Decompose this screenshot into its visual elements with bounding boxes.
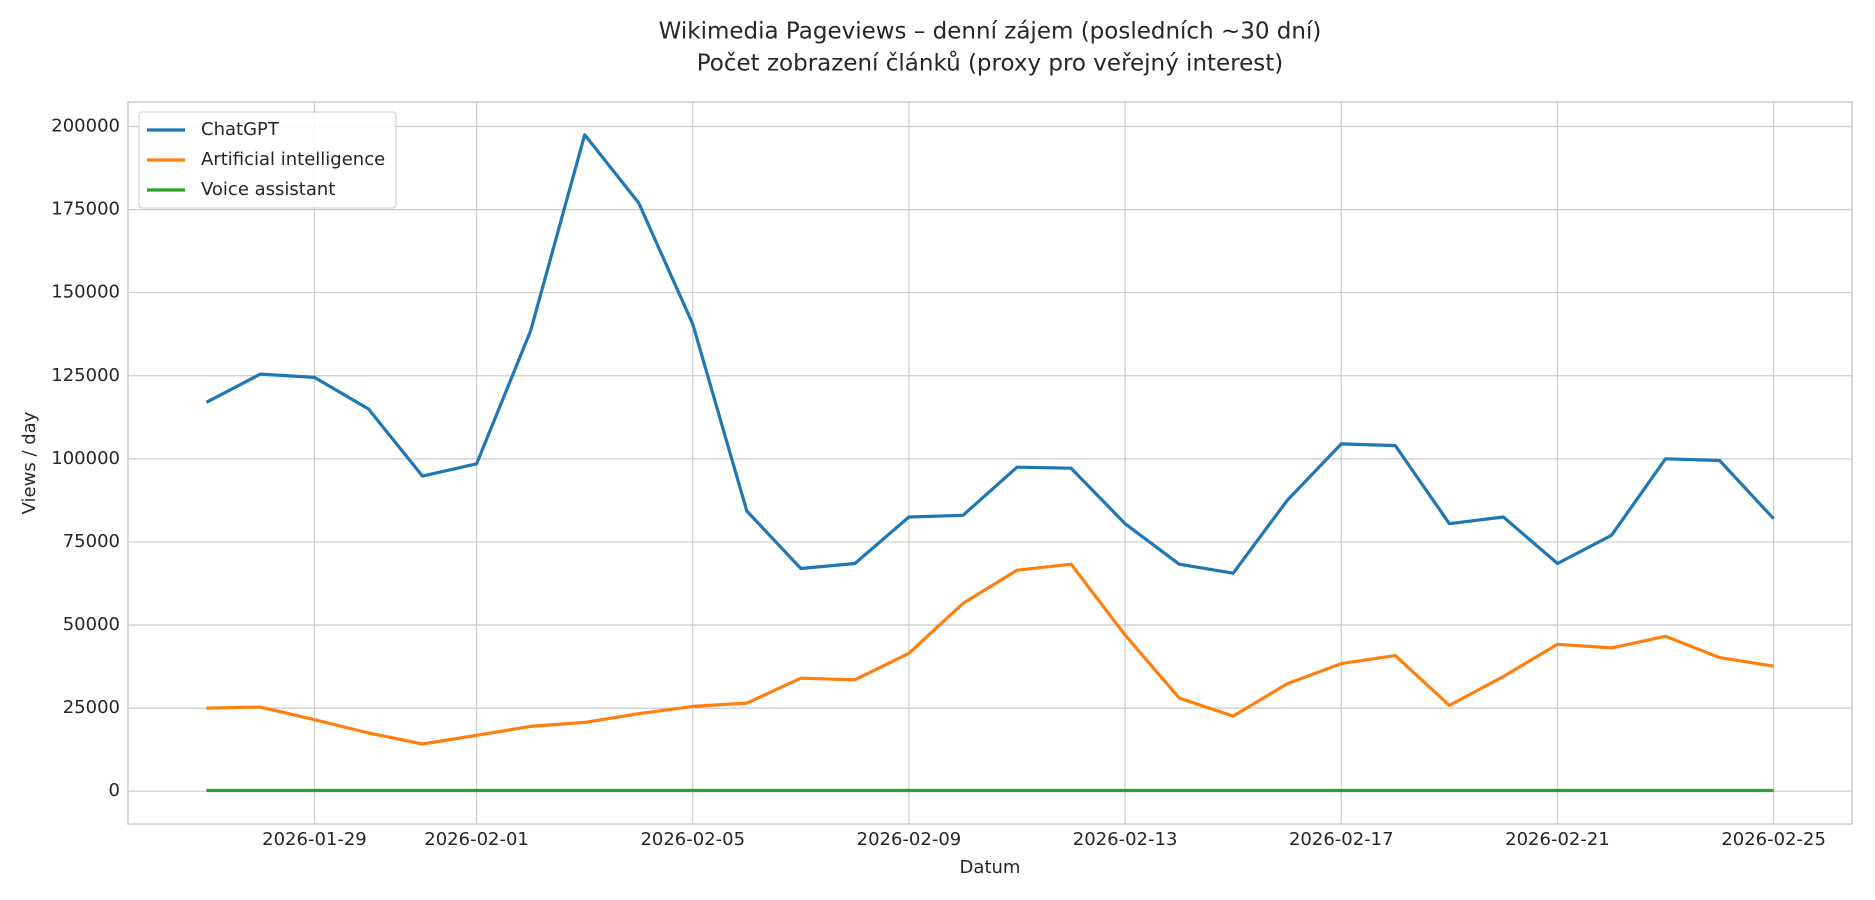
legend-label: Voice assistant [201,179,335,200]
y-tick-label: 75000 [63,531,120,552]
y-tick-label: 200000 [51,116,120,137]
x-tick-label: 2026-02-13 [1073,829,1178,850]
y-tick-label: 175000 [51,199,120,220]
y-tick-label: 25000 [63,697,120,718]
chart-title: Wikimedia Pageviews – denní zájem (posle… [659,19,1322,45]
x-tick-label: 2026-02-09 [857,829,962,850]
legend: ChatGPT Artificial intelligence Voice assi… [138,111,397,209]
x-axis-label: Datum [960,857,1021,878]
y-tick-label: 0 [109,780,120,801]
y-tick-label: 125000 [51,365,120,386]
x-tick-label: 2026-02-01 [424,829,529,850]
x-tick-label: 2026-01-29 [262,829,367,850]
x-tick-label: 2026-02-25 [1721,829,1826,850]
plot-frame [127,101,1853,825]
chart-subtitle: Počet zobrazení článků (proxy pro veřejn… [697,50,1284,77]
y-tick-label: 100000 [51,448,120,469]
y-tick-label: 150000 [51,282,120,303]
y-axis-label: Views / day [19,411,40,514]
line-series [205,133,1775,575]
x-tick-label: 2026-02-21 [1505,829,1610,850]
x-tick-label: 2026-02-17 [1289,829,1394,850]
x-tick-label: 2026-02-05 [640,829,745,850]
line-series [206,562,1774,746]
y-tick-label: 50000 [63,614,120,635]
legend-label: ChatGPT [201,119,280,140]
legend-box [138,111,397,209]
legend-label: Artificial intelligence [201,149,385,170]
